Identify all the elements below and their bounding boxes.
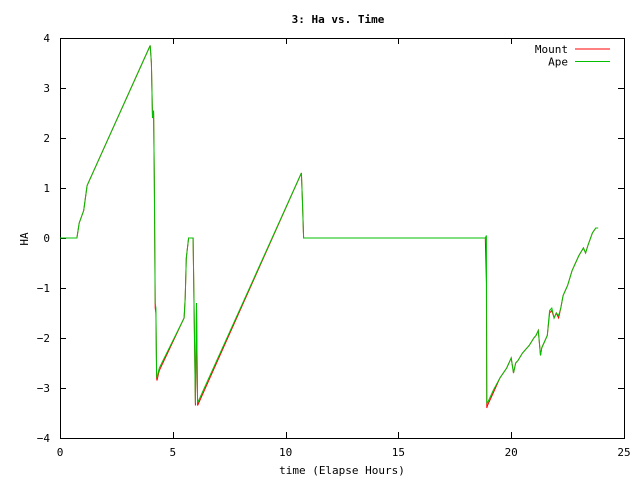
x-tick-label: 20: [505, 446, 518, 459]
y-tick-label: −1: [37, 282, 50, 295]
x-tick-label: 15: [392, 446, 405, 459]
chart-title: 3: Ha vs. Time: [292, 13, 385, 26]
y-tick-label: 1: [43, 182, 50, 195]
y-tick-label: 2: [43, 132, 50, 145]
y-axis-label: HA: [18, 232, 31, 246]
legend-label-ape: Ape: [548, 56, 568, 69]
x-axis-label: time (Elapse Hours): [279, 464, 405, 477]
y-tick-label: 4: [43, 32, 50, 45]
y-tick-label: −2: [37, 332, 50, 345]
series-line-ape: [60, 45, 599, 404]
x-tick-label: 5: [169, 446, 176, 459]
x-tick-label: 10: [279, 446, 292, 459]
axis-ticks: 0 5 10 15 20 25 −4 −3 −2 −1 0 1 2 3 4: [37, 32, 631, 459]
x-tick-label: 0: [57, 446, 64, 459]
y-tick-label: 0: [43, 232, 50, 245]
series-line-mount: [60, 45, 599, 409]
x-tick-label: 25: [617, 446, 630, 459]
y-tick-label: 3: [43, 82, 50, 95]
y-tick-label: −4: [37, 432, 51, 445]
series-layer: [60, 45, 599, 409]
legend-label-mount: Mount: [535, 43, 568, 56]
y-tick-label: −3: [37, 382, 50, 395]
